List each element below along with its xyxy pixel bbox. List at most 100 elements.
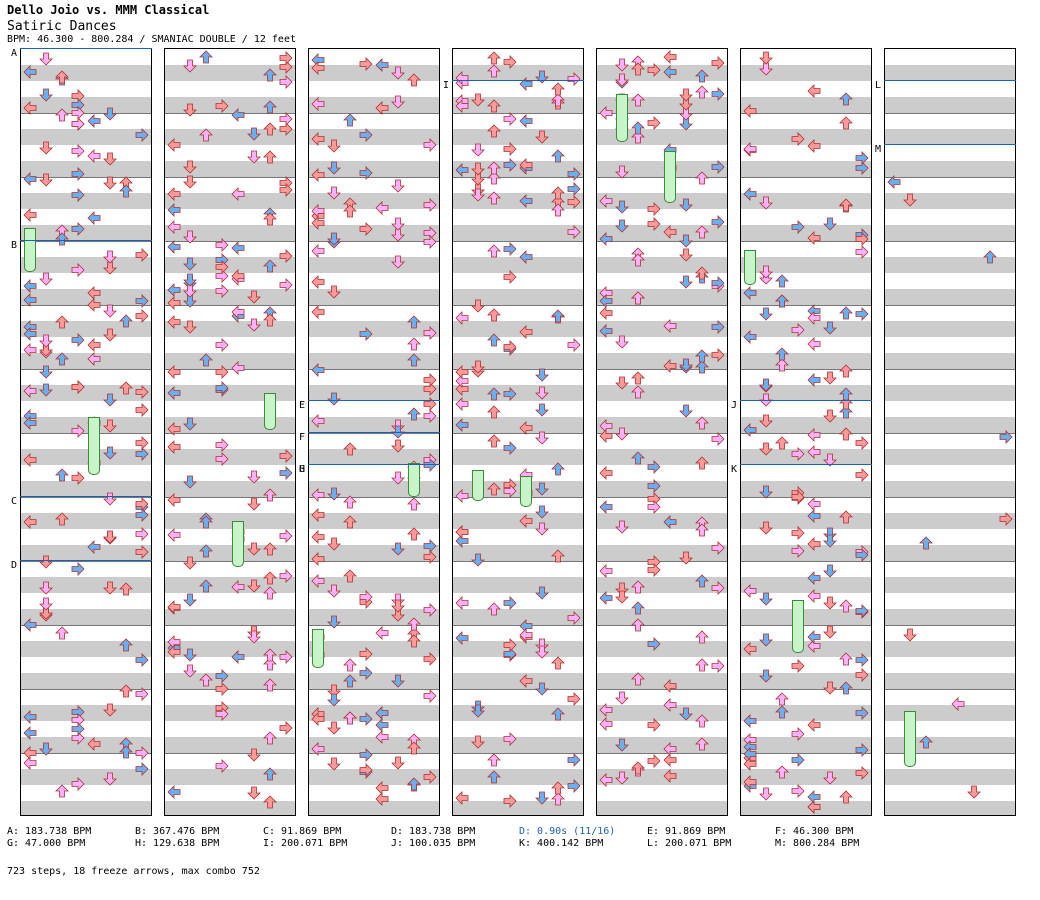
step-arrow-down-icon: [615, 690, 629, 705]
measure-line: [885, 369, 1015, 370]
step-arrow-down-icon: [823, 452, 837, 467]
measure-line: [309, 241, 439, 242]
measure-line: [597, 113, 727, 114]
step-arrow-down-icon: [679, 197, 693, 212]
step-arrow-right-icon: [423, 325, 437, 340]
step-arrow-up-icon: [487, 307, 501, 322]
step-arrow-down-icon: [535, 481, 549, 496]
step-arrow-down-icon: [679, 706, 693, 721]
step-arrow-left-icon: [599, 428, 613, 443]
measure-line: [165, 369, 295, 370]
step-arrow-down-icon: [39, 554, 53, 569]
bpm-marker-l: L: [875, 80, 882, 91]
step-arrow-left-icon: [87, 337, 101, 352]
step-arrow-left-icon: [743, 186, 757, 201]
step-arrow-left-icon: [599, 563, 613, 578]
step-arrow-down-icon: [535, 385, 549, 400]
step-arrow-right-icon: [999, 429, 1013, 444]
step-arrow-left-icon: [375, 100, 389, 115]
step-arrow-left-icon: [663, 768, 677, 783]
step-arrow-right-icon: [647, 636, 661, 651]
step-arrow-right-icon: [711, 431, 725, 446]
step-arrow-right-icon: [215, 337, 229, 352]
freeze-arrow: [408, 463, 420, 497]
step-arrow-right-icon: [503, 483, 517, 498]
step-arrow-up-icon: [551, 81, 565, 96]
step-arrow-right-icon: [215, 681, 229, 696]
step-arrow-up-icon: [839, 305, 853, 320]
step-arrow-right-icon: [503, 637, 517, 652]
step-arrow-down-icon: [615, 519, 629, 534]
measure-line: [597, 561, 727, 562]
step-arrow-up-icon: [631, 600, 645, 615]
step-arrow-down-icon: [679, 274, 693, 289]
step-arrow-up-icon: [631, 370, 645, 385]
measure-line: [165, 433, 295, 434]
bpm-change-line: [20, 560, 152, 561]
step-arrow-up-icon: [839, 386, 853, 401]
step-arrow-left-icon: [375, 729, 389, 744]
step-arrow-right-icon: [855, 467, 869, 482]
step-arrow-left-icon: [599, 716, 613, 731]
bpm-legend-c: C: 91.869 BPM: [263, 826, 342, 837]
step-arrow-left-icon: [311, 413, 325, 428]
measure-line: [453, 561, 583, 562]
measure-line: [741, 689, 871, 690]
measure-line: [885, 753, 1015, 754]
step-arrow-left-icon: [167, 202, 181, 217]
step-arrow-up-icon: [551, 548, 565, 563]
step-arrow-right-icon: [791, 322, 805, 337]
step-arrow-right-icon: [855, 667, 869, 682]
step-arrow-up-icon: [695, 736, 709, 751]
freeze-arrow: [88, 417, 100, 475]
bpm-change-line: [740, 400, 872, 401]
step-arrow-left-icon: [599, 772, 613, 787]
step-arrow-left-icon: [455, 162, 469, 177]
step-arrow-up-icon: [263, 585, 277, 600]
step-arrow-right-icon: [503, 54, 517, 69]
bpm-marker-a: A: [11, 48, 18, 59]
chart-column-6: [740, 48, 872, 816]
step-arrow-down-icon: [103, 580, 117, 595]
step-arrow-down-icon: [39, 382, 53, 397]
step-arrow-up-icon: [55, 69, 69, 84]
bpm-marker-b: B: [11, 240, 18, 251]
step-arrow-left-icon: [807, 138, 821, 153]
step-arrow-down-icon: [759, 591, 773, 606]
step-arrow-down-icon: [183, 319, 197, 334]
bpm-marker-j: J: [731, 400, 738, 411]
step-arrow-down-icon: [183, 272, 197, 287]
step-arrow-left-icon: [311, 741, 325, 756]
step-arrow-right-icon: [215, 668, 229, 683]
step-arrow-up-icon: [695, 68, 709, 83]
step-arrow-up-icon: [263, 541, 277, 556]
step-arrow-up-icon: [343, 710, 357, 725]
step-arrow-down-icon: [103, 702, 117, 717]
step-arrow-right-icon: [647, 459, 661, 474]
step-arrow-down-icon: [535, 637, 549, 652]
step-arrow-up-icon: [695, 224, 709, 239]
step-arrow-down-icon: [39, 741, 53, 756]
step-arrow-right-icon: [647, 478, 661, 493]
step-arrow-left-icon: [663, 741, 677, 756]
measure-line: [741, 305, 871, 306]
step-arrow-down-icon: [391, 541, 405, 556]
step-arrow-down-icon: [823, 370, 837, 385]
step-arrow-up-icon: [487, 50, 501, 65]
step-arrow-right-icon: [71, 379, 85, 394]
step-arrow-left-icon: [23, 278, 37, 293]
step-arrow-up-icon: [631, 579, 645, 594]
step-arrow-down-icon: [535, 367, 549, 382]
step-arrow-left-icon: [231, 186, 245, 201]
step-arrow-up-icon: [487, 170, 501, 185]
step-arrow-right-icon: [71, 776, 85, 791]
step-arrow-down-icon: [327, 692, 341, 707]
step-arrow-down-icon: [615, 199, 629, 214]
step-arrow-up-icon: [487, 752, 501, 767]
step-arrow-right-icon: [279, 182, 293, 197]
measure-line: [597, 369, 727, 370]
step-arrow-down-icon: [103, 303, 117, 318]
step-arrow-down-icon: [759, 195, 773, 210]
step-arrow-down-icon: [535, 521, 549, 536]
step-arrow-down-icon: [183, 102, 197, 117]
